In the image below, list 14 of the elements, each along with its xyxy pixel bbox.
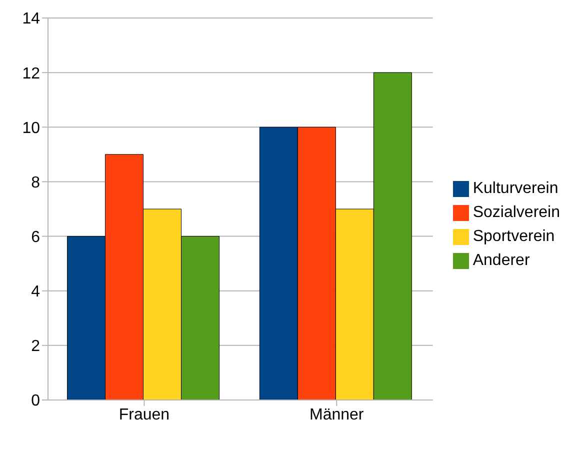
y-tick-label: 14	[22, 10, 40, 28]
legend-label: Sportverein	[472, 228, 555, 245]
y-tick-label: 8	[31, 174, 40, 192]
legend-label: Kulturverein	[472, 180, 558, 197]
y-tick-label: 0	[31, 392, 40, 410]
x-tick-label: Frauen	[118, 406, 170, 424]
x-tick-label: Männer	[310, 406, 364, 424]
legend-label: Sozialverein	[472, 204, 560, 221]
y-tick-label: 2	[31, 338, 40, 356]
y-tick-label: 6	[31, 228, 40, 246]
y-tick-label: 12	[22, 65, 40, 82]
legend-label: Anderer	[472, 252, 530, 269]
y-tick-label: 10	[22, 120, 40, 137]
y-tick-label: 4	[31, 284, 40, 301]
